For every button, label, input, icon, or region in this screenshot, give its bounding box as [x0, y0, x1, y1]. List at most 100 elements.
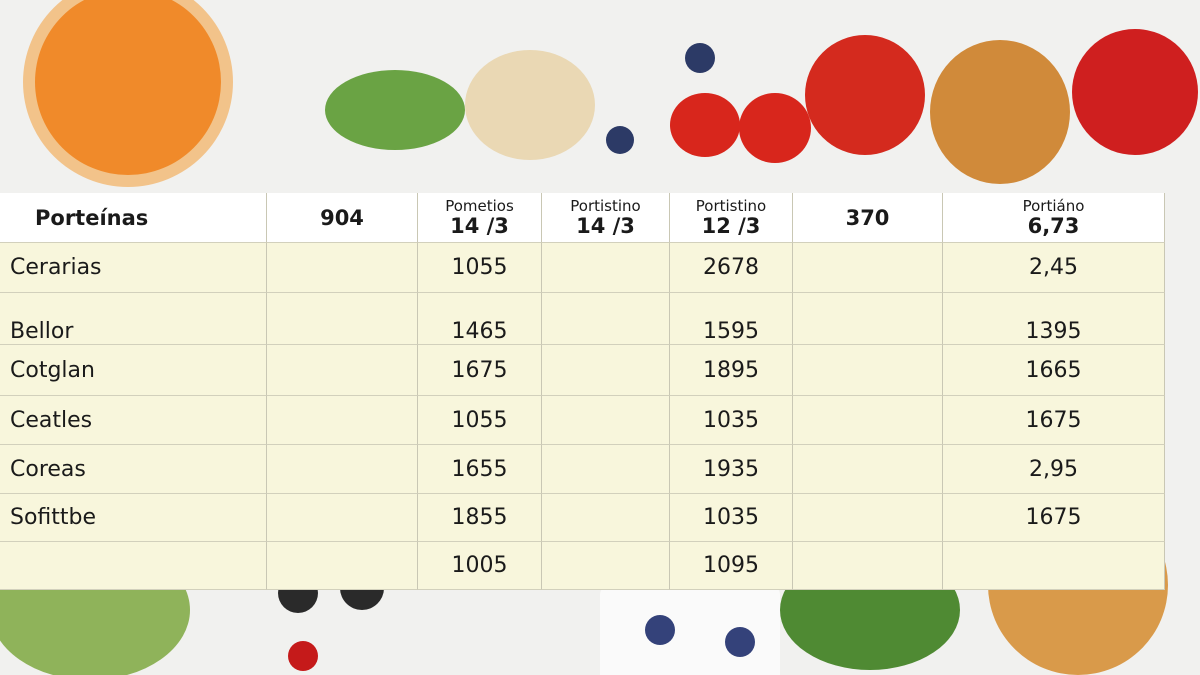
data-cell: 1055 [418, 243, 542, 293]
data-cell [542, 345, 670, 396]
data-cell [542, 494, 670, 542]
data-cell: 1855 [418, 494, 542, 542]
data-cell [793, 243, 943, 293]
cell-value: 1035 [703, 505, 759, 530]
row-label: Ceatles [10, 407, 93, 433]
cell-value: 2678 [703, 255, 759, 280]
row-label-cell: Coreas [0, 445, 267, 494]
data-cell: 1465 [418, 293, 542, 345]
row-label-cell: Cotglan [0, 345, 267, 396]
data-cell [793, 494, 943, 542]
data-cell: 1035 [670, 494, 793, 542]
data-cell: 1675 [418, 345, 542, 396]
dish [600, 585, 780, 675]
data-cell [542, 293, 670, 345]
cell-value: 1935 [703, 456, 759, 482]
data-cell: 1055 [418, 396, 542, 445]
header-subtitle: Portistino [695, 196, 767, 215]
header-label: Porteínas [35, 205, 149, 230]
data-cell [267, 542, 418, 590]
data-cell: 1665 [943, 345, 1165, 396]
tomato [739, 93, 811, 163]
data-cell [542, 445, 670, 494]
cell-value: 1895 [703, 357, 759, 383]
header-label: 6,73 [1027, 213, 1080, 238]
orange-flesh [35, 0, 221, 175]
data-cell [267, 396, 418, 445]
row-label: Cerarias [10, 255, 102, 280]
row-label-cell [0, 542, 267, 590]
data-cell: 1655 [418, 445, 542, 494]
cell-value: 1055 [451, 255, 508, 280]
cell-value: 1395 [1025, 319, 1082, 344]
cell-value: 2,95 [1029, 456, 1078, 482]
header-cell: Portiáno 6,73 [943, 193, 1165, 243]
header-label: 12 /3 [701, 213, 761, 238]
row-label-cell: Sofittbe [0, 494, 267, 542]
data-cell: 1895 [670, 345, 793, 396]
herbs [325, 70, 465, 150]
blueberry [685, 43, 715, 73]
data-cell: 1675 [943, 396, 1165, 445]
row-label-cell: Bellor [0, 293, 267, 345]
bread [930, 40, 1070, 184]
cell-value: 1675 [1025, 407, 1082, 433]
blueberry [645, 615, 675, 645]
header-label: 14 /3 [450, 213, 509, 238]
header-label: 904 [320, 205, 364, 230]
data-cell [267, 494, 418, 542]
tomato [670, 93, 740, 157]
cell-value: 1055 [451, 407, 508, 433]
header-cell: Pometios 14 /3 [418, 193, 542, 243]
data-cell [793, 445, 943, 494]
row-label: Coreas [10, 456, 86, 482]
row-label-cell: Cerarias [0, 243, 267, 293]
cell-value: 1655 [451, 456, 508, 482]
blueberry [725, 627, 755, 657]
tomato [805, 35, 925, 155]
header-cell: Portistino 14 /3 [542, 193, 670, 243]
data-cell: 2,45 [943, 243, 1165, 293]
data-cell: 1675 [943, 494, 1165, 542]
cherry [288, 641, 318, 671]
data-cell: 1595 [670, 293, 793, 345]
header-label: 14 /3 [576, 213, 635, 238]
cell-value: 1595 [703, 319, 759, 344]
cell-value: 2,45 [1029, 255, 1078, 280]
header-subtitle: Portistino [570, 196, 641, 215]
cell-value: 1465 [451, 319, 508, 344]
data-cell [267, 293, 418, 345]
row-label: Cotglan [10, 357, 95, 383]
header-cell: Portistino 12 /3 [670, 193, 793, 243]
cell-value: 1035 [703, 407, 759, 433]
header-cell: 904 [267, 193, 418, 243]
data-cell [542, 396, 670, 445]
header-cell: Porteínas [0, 193, 267, 243]
tomato [1072, 29, 1198, 155]
cell-value: 1675 [451, 357, 508, 383]
header-subtitle: Pometios [445, 196, 514, 215]
data-cell [793, 396, 943, 445]
data-cell: 1095 [670, 542, 793, 590]
data-cell [793, 293, 943, 345]
data-cell: 2678 [670, 243, 793, 293]
data-cell [793, 542, 943, 590]
data-cell [542, 542, 670, 590]
cell-value: 1855 [451, 505, 508, 530]
data-cell: 2,95 [943, 445, 1165, 494]
header-cell: 370 [793, 193, 943, 243]
cell-value: 1095 [703, 553, 759, 578]
data-cell: 1035 [670, 396, 793, 445]
data-cell [267, 445, 418, 494]
cell-value: 1665 [1025, 357, 1082, 383]
row-label: Bellor [10, 319, 74, 344]
data-cell: 1005 [418, 542, 542, 590]
data-cell: 1395 [943, 293, 1165, 345]
blueberry [606, 126, 634, 154]
data-cell [542, 243, 670, 293]
cell-value: 1675 [1025, 505, 1082, 530]
row-label: Sofittbe [10, 505, 97, 530]
data-cell [267, 243, 418, 293]
nuts [465, 50, 595, 160]
